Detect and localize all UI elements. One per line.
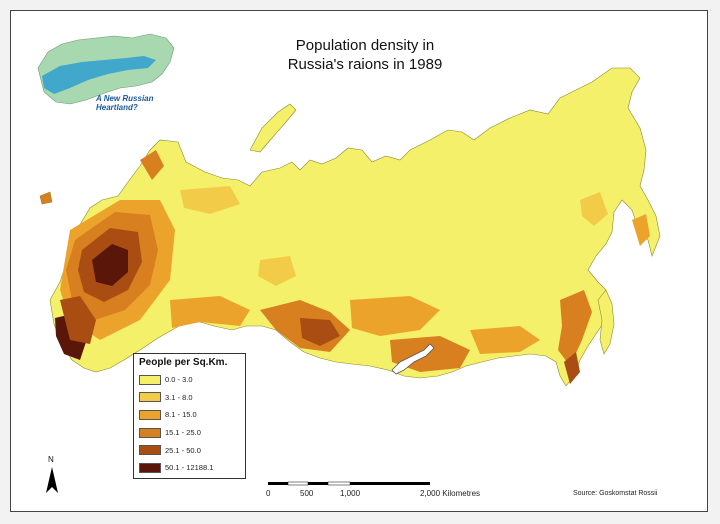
legend-label: 25.1 - 50.0 [165, 445, 201, 455]
legend-item: 25.1 - 50.0 [139, 441, 240, 459]
legend-swatch [139, 462, 161, 473]
scale-label: 2,000 Kilometres [420, 489, 481, 498]
legend-swatch [139, 409, 161, 420]
kaliningrad [39, 191, 53, 205]
north-label: N [48, 455, 54, 464]
north-arrow-icon [46, 467, 58, 493]
inset-caption: A New Russian Heartland? [96, 94, 154, 112]
inset-caption-line1: A New Russian [96, 94, 154, 103]
sakhalin-island [597, 289, 615, 355]
novaya-zemlya [249, 103, 297, 153]
legend-swatch [139, 427, 161, 438]
inset-caption-line2: Heartland? [96, 103, 138, 112]
legend-item: 3.1 - 8.0 [139, 389, 240, 407]
source-credit: Source: Goskomstat Rossii [573, 490, 658, 497]
scale-bar [268, 481, 430, 486]
legend-item: 15.1 - 25.0 [139, 424, 240, 442]
legend-label: 0.0 - 3.0 [165, 375, 193, 385]
legend-item: 0.0 - 3.0 [139, 371, 240, 389]
legend-swatch [139, 445, 161, 456]
legend-title: People per Sq.Km. [139, 357, 228, 368]
legend-swatch [139, 374, 161, 385]
inset-heartland-map [37, 33, 175, 105]
legend-label: 8.1 - 15.0 [165, 410, 197, 420]
density-patterns [55, 150, 650, 384]
legend-item: 50.1 - 12188.1 [139, 459, 240, 477]
scale-label: 500 [300, 489, 314, 498]
legend-label: 15.1 - 25.0 [165, 428, 201, 438]
legend-label: 3.1 - 8.0 [165, 392, 193, 402]
legend-label: 50.1 - 12188.1 [165, 463, 214, 473]
map-title-line1: Population density in [295, 37, 435, 54]
legend: People per Sq.Km. 0.0 - 3.0 3.1 - 8.0 8.… [133, 353, 246, 479]
scale-label: 0 [266, 489, 271, 498]
lake-baikal [391, 343, 435, 375]
map-title: Population density in Russia's raions in… [250, 36, 480, 74]
legend-swatch [139, 392, 161, 403]
legend-item: 8.1 - 15.0 [139, 406, 240, 424]
scale-label: 1,000 [340, 489, 361, 498]
map-title-line2: Russia's raions in 1989 [287, 56, 443, 73]
